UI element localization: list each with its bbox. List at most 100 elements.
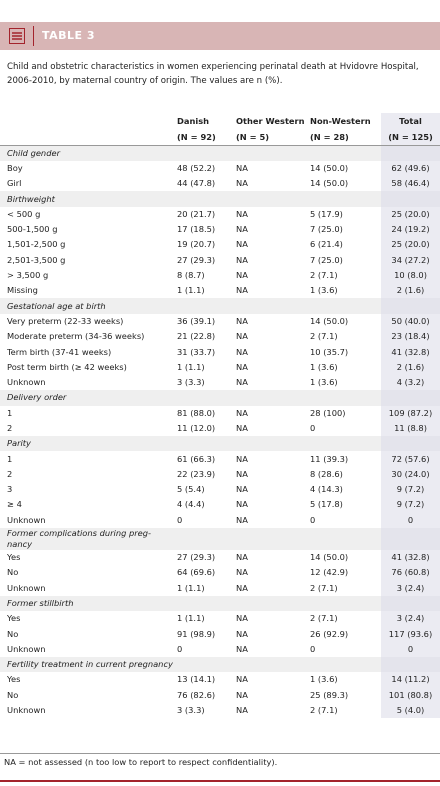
cell: NA: [236, 254, 248, 265]
empty-cell: [236, 298, 310, 314]
empty-cell: [381, 595, 440, 612]
cell: 14 (50.0): [310, 178, 349, 189]
data-row: < 500 g 20 (21.7) NA 5 (17.9) 25 (20.0): [0, 206, 440, 222]
row-label: No: [7, 567, 19, 578]
column-n: (N = 28): [310, 129, 381, 146]
empty-cell: [236, 657, 310, 673]
row-label: No: [7, 628, 19, 639]
data-row: 500-1,500 g 17 (18.5) NA 7 (25.0) 24 (19.2): [0, 221, 440, 238]
cell: 44 (47.8): [177, 178, 216, 189]
cell: 1 (3.6): [310, 361, 338, 372]
cell: NA: [236, 567, 248, 578]
empty-cell: [381, 527, 440, 550]
cell: 19 (20.7): [177, 239, 216, 250]
cell: 2 (7.1): [310, 331, 338, 342]
empty-cell: [236, 390, 310, 406]
data-row: ≥ 4 4 (4.4) NA 5 (17.8) 9 (7.2): [0, 497, 440, 513]
cell: 28 (100): [310, 407, 346, 418]
cell: 2 (7.1): [310, 705, 338, 716]
cell: 12 (42.9): [310, 567, 349, 578]
cell: 1 (1.1): [177, 613, 205, 624]
cell: 9 (7.2): [381, 482, 440, 498]
row-label: 2: [7, 422, 13, 433]
empty-cell: [177, 595, 236, 612]
data-row: 1,501-2,500 g 19 (20.7) NA 6 (21.4) 25 (20.0…: [0, 237, 440, 253]
cell: 3 (3.3): [177, 705, 205, 716]
empty-cell: [381, 436, 440, 452]
cell: 14 (50.0): [310, 162, 349, 173]
cell: 76 (60.8): [381, 565, 440, 581]
data-row: Girl 44 (47.8) NA 14 (50.0) 58 (46.4): [0, 176, 440, 192]
data-row: > 3,500 g 8 (8.7) NA 2 (7.1) 10 (8.0): [0, 267, 440, 284]
row-label: 3: [7, 484, 13, 495]
cell: 76 (82.6): [177, 689, 216, 700]
table-title: TABLE 3: [42, 29, 96, 42]
section-title: Birthweight: [0, 191, 177, 207]
cell: NA: [236, 270, 248, 281]
cell: 22 (23.9): [177, 468, 216, 479]
cell: 24 (19.2): [381, 221, 440, 238]
section-row: Former complications during preg-nancy: [0, 527, 440, 550]
cell: 5 (17.9): [310, 208, 343, 219]
cell: 5 (5.4): [177, 484, 205, 495]
section-row: Child gender: [0, 145, 440, 161]
header-band: TABLE 3: [0, 22, 440, 50]
cell: NA: [236, 499, 248, 510]
cell: 109 (87.2): [381, 405, 440, 421]
cell: 14 (11.2): [381, 672, 440, 688]
cell: 27 (29.3): [177, 254, 216, 265]
cell: 14 (50.0): [310, 552, 349, 563]
cell: 11 (39.3): [310, 453, 349, 464]
caption: Child and obstetric characteristics in w…: [7, 62, 419, 86]
cell: 11 (8.8): [381, 420, 440, 437]
column-name: Total: [381, 113, 440, 129]
cell: NA: [236, 224, 248, 235]
cell: 25 (89.3): [310, 689, 349, 700]
section-row: Former stillbirth: [0, 595, 440, 612]
section-title: Fertility treatment in current pregnancy: [0, 657, 177, 673]
empty-cell: [177, 436, 236, 452]
footnote: NA = not assessed (n too low to report t…: [0, 753, 440, 767]
section-title: Former stillbirth: [0, 595, 177, 612]
cell: 25 (20.0): [381, 206, 440, 222]
section-row: Gestational age at birth: [0, 298, 440, 314]
cell: NA: [236, 705, 248, 716]
empty-cell: [381, 145, 440, 161]
cell: NA: [236, 484, 248, 495]
empty-cell: [236, 191, 310, 207]
section-row: Delivery order: [0, 390, 440, 406]
row-label: < 500 g: [7, 208, 41, 219]
cell: NA: [236, 331, 248, 342]
cell: 2 (7.1): [310, 582, 338, 593]
cell: 0: [381, 641, 440, 657]
cell: 10 (8.0): [381, 267, 440, 284]
cell: 3 (2.4): [381, 580, 440, 596]
cell: 48 (52.2): [177, 162, 216, 173]
cell: 2 (1.6): [381, 359, 440, 375]
row-label: Unknown: [7, 582, 46, 593]
cell: 2 (7.1): [310, 270, 338, 281]
cell: NA: [236, 315, 248, 326]
row-label: Boy: [7, 162, 23, 173]
cell: 0: [310, 643, 316, 654]
cell: 7 (25.0): [310, 254, 343, 265]
row-label: Moderate preterm (34-36 weeks): [7, 331, 145, 342]
column-n: (N = 125): [381, 129, 440, 146]
data-row: Very preterm (22-33 weeks) 36 (39.1) NA 14 …: [0, 313, 440, 330]
cell: 5 (17.8): [310, 499, 343, 510]
data-row: Boy 48 (52.2) NA 14 (50.0) 62 (49.6): [0, 160, 440, 177]
cell: 91 (98.9): [177, 628, 216, 639]
cell: 81 (88.0): [177, 407, 216, 418]
data-row: 2 22 (23.9) NA 8 (28.6) 30 (24.0): [0, 466, 440, 483]
section-title: Former complications during preg-nancy: [0, 527, 177, 550]
cell: NA: [236, 285, 248, 296]
cell: NA: [236, 674, 248, 685]
empty-cell: [177, 527, 236, 550]
cell: 9 (7.2): [381, 497, 440, 513]
row-label: Term birth (37-41 weeks): [7, 346, 112, 357]
cell: 1 (3.6): [310, 285, 338, 296]
cell: NA: [236, 407, 248, 418]
row-label: Yes: [7, 552, 21, 563]
empty-cell: [310, 527, 381, 550]
empty-cell: [310, 657, 381, 673]
